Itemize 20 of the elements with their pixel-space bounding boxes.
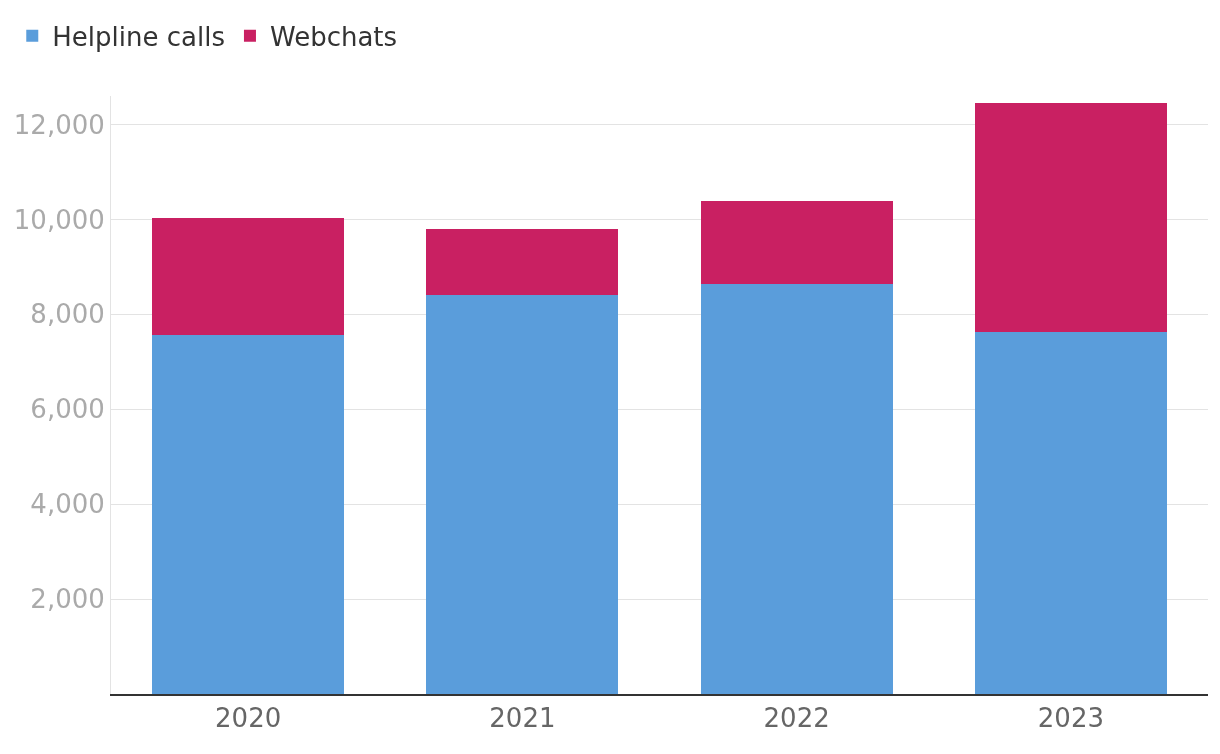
y-tick-label: 6,000 (30, 394, 105, 425)
bar (152, 218, 345, 335)
y-tick-label: 10,000 (13, 204, 105, 235)
bar (700, 201, 893, 285)
legend-label: Webchats (269, 21, 398, 52)
y-tick-label: 8,000 (30, 299, 105, 330)
y-tick-label: 2,000 (30, 584, 105, 615)
x-tick-label: 2022 (763, 703, 830, 734)
bar (152, 334, 345, 694)
y-tick-label: 4,000 (30, 489, 105, 520)
x-tick-label: 2021 (489, 703, 556, 734)
bar (974, 331, 1167, 694)
x-tick-label: 2020 (215, 703, 282, 734)
x-tick-label: 2023 (1037, 703, 1104, 734)
y-tick-label: 12,000 (13, 109, 105, 140)
bar (426, 228, 619, 296)
bar (974, 102, 1167, 332)
bar (700, 284, 893, 694)
bar (426, 295, 619, 694)
legend-label: Helpline calls (52, 21, 225, 52)
